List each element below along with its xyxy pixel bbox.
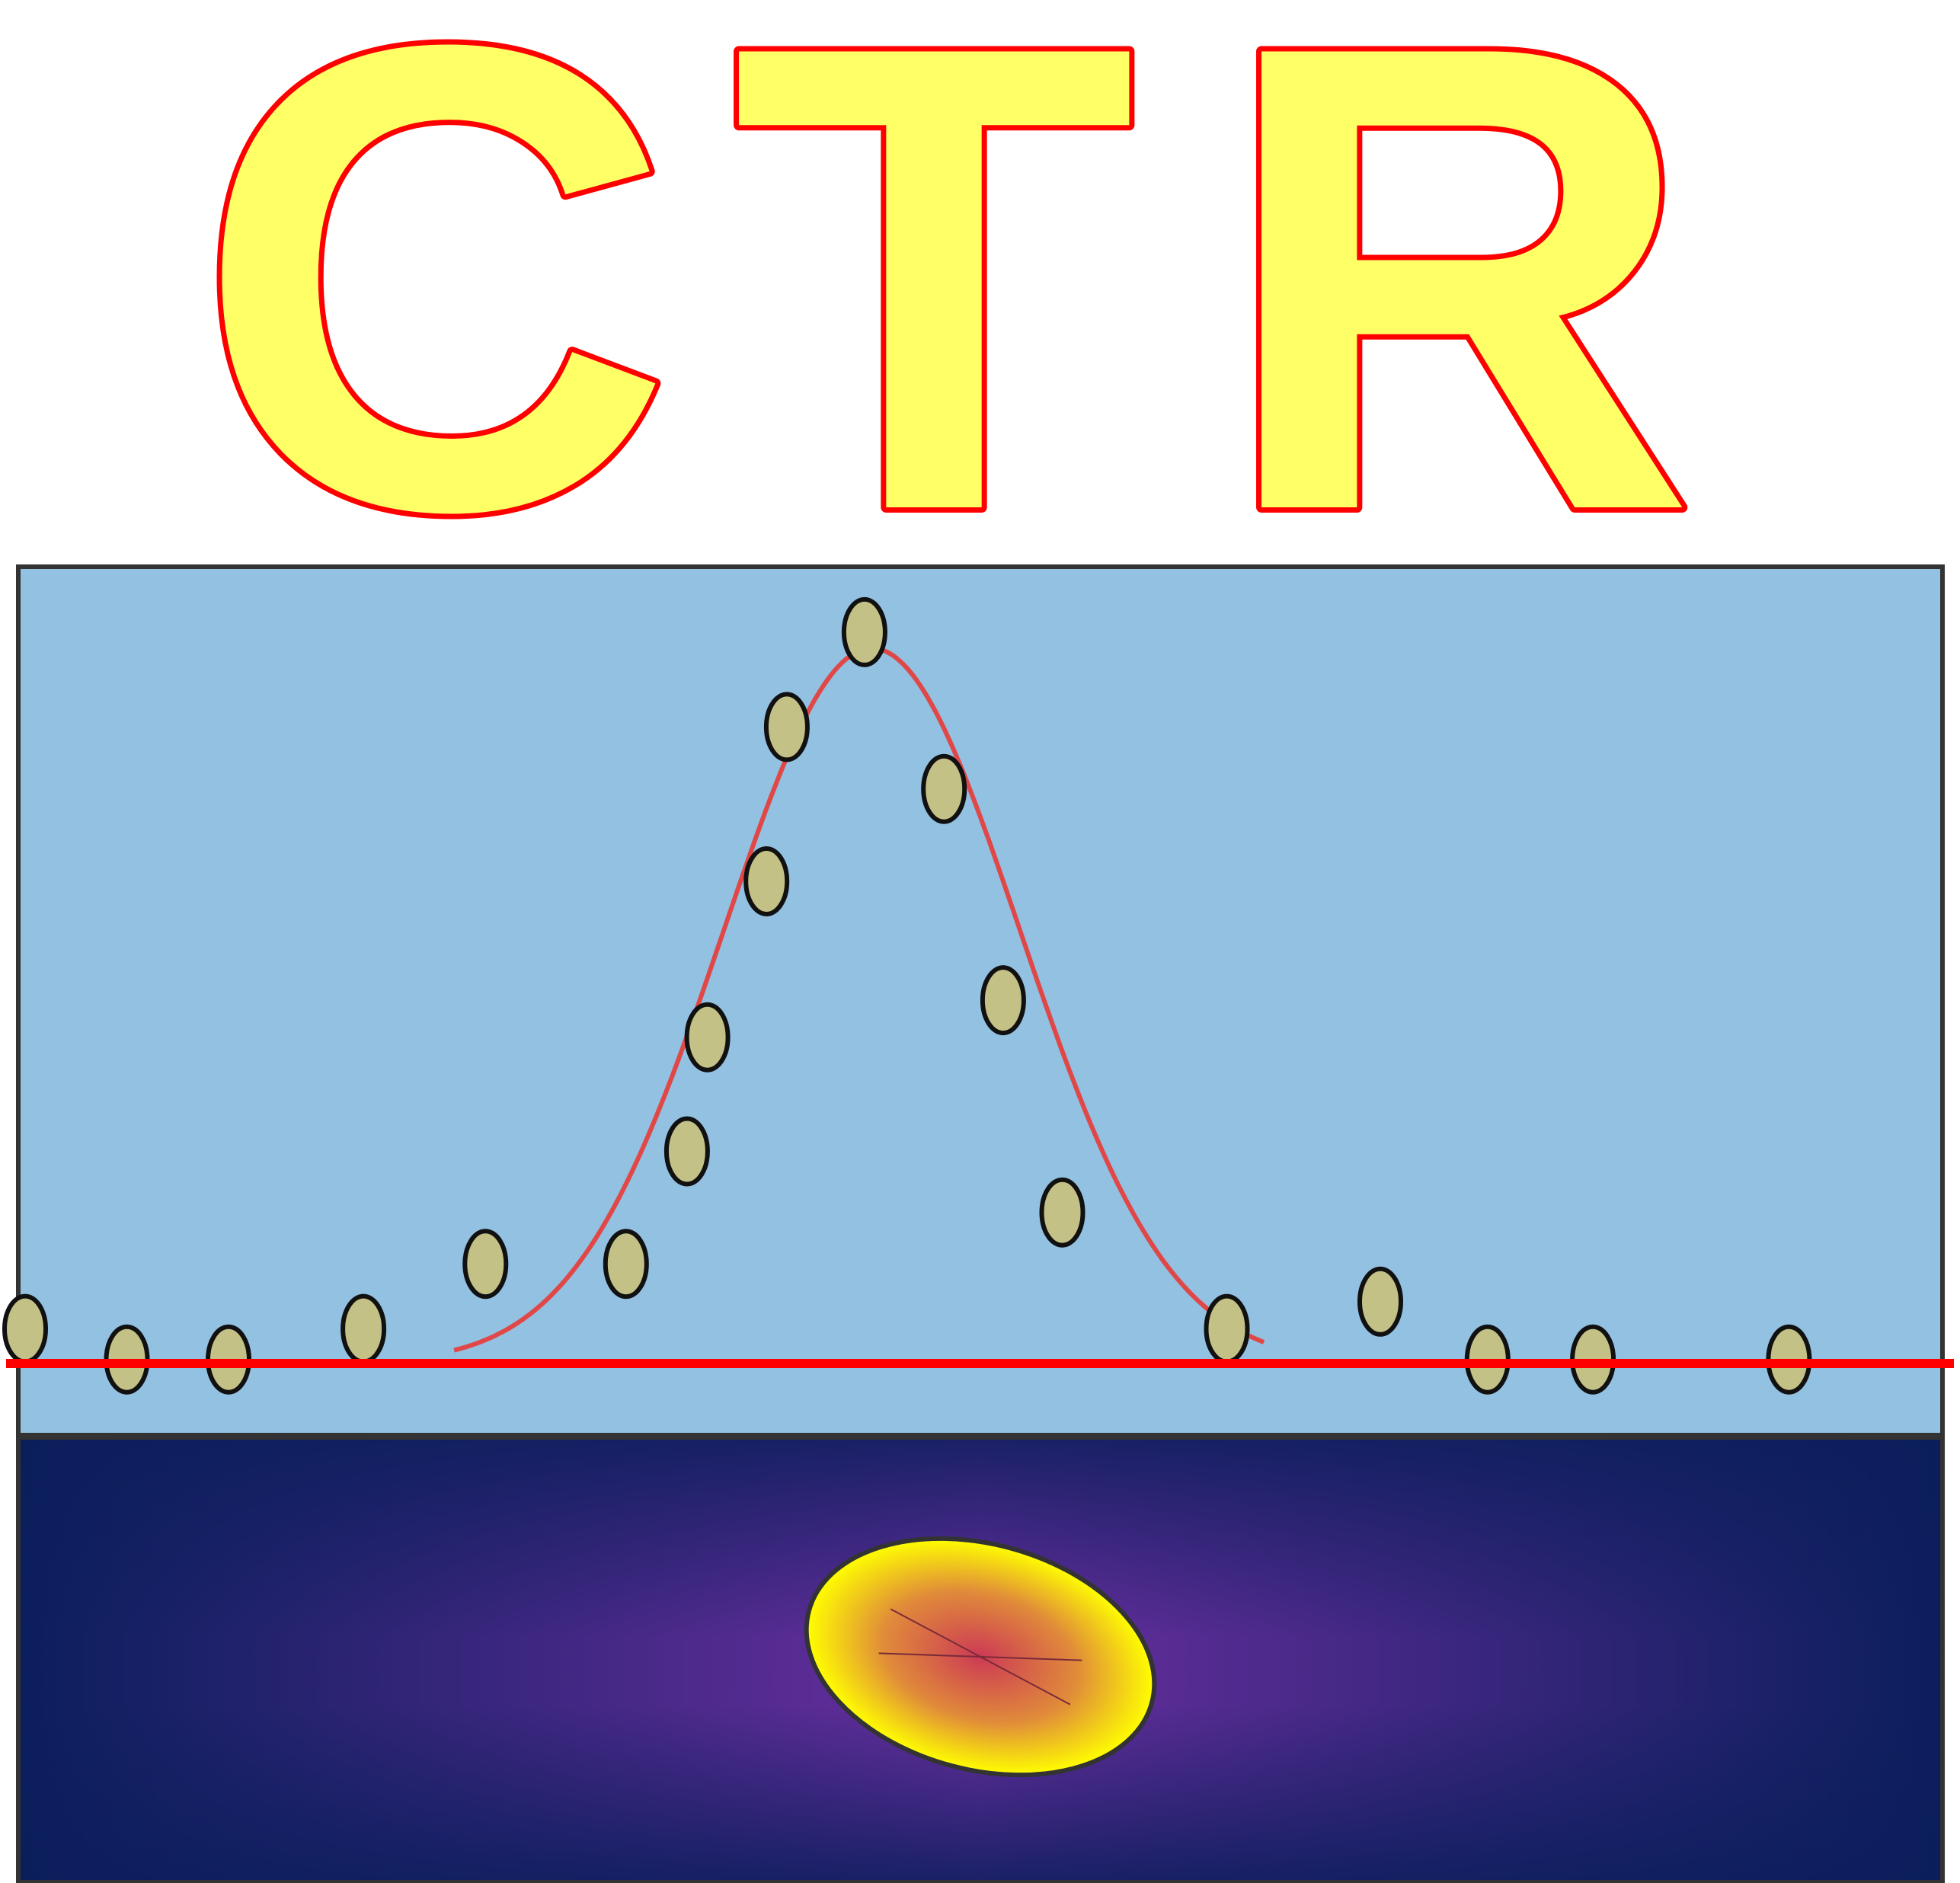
data-point bbox=[763, 692, 810, 762]
data-point bbox=[2, 1293, 48, 1364]
detector-frame bbox=[16, 1435, 1945, 1883]
data-point bbox=[1357, 1266, 1403, 1337]
title-letter-r: R bbox=[1217, 0, 1696, 648]
data-point bbox=[1039, 1177, 1086, 1248]
data-point bbox=[462, 1229, 509, 1300]
data-point bbox=[1204, 1293, 1250, 1364]
diffraction-spot bbox=[804, 1536, 1157, 1778]
title-letter-c: C bbox=[195, 0, 673, 648]
spot-crosshair-b bbox=[878, 1652, 1082, 1661]
data-point bbox=[663, 1116, 710, 1187]
data-point bbox=[341, 1293, 387, 1364]
data-point bbox=[684, 1002, 731, 1073]
data-point bbox=[980, 965, 1026, 1036]
data-point bbox=[603, 1229, 649, 1300]
data-point bbox=[841, 596, 887, 667]
title: C T R bbox=[190, 0, 1701, 654]
title-letter-t: T bbox=[731, 0, 1136, 648]
detector-panel bbox=[16, 1435, 1945, 1883]
data-point bbox=[921, 753, 967, 824]
data-point bbox=[743, 846, 790, 916]
